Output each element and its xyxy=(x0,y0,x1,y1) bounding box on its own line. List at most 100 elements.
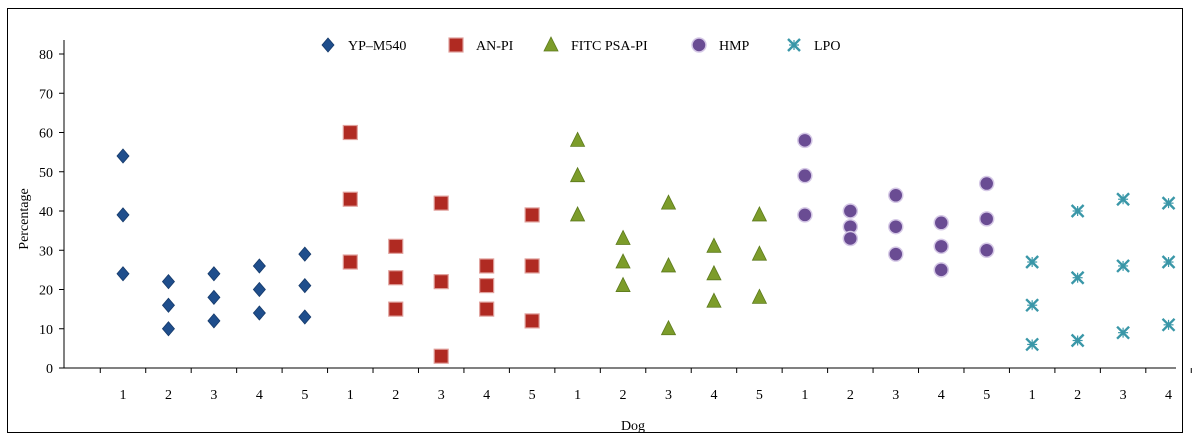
data-point-square xyxy=(343,192,357,206)
data-point-diamond xyxy=(253,306,265,320)
data-point-triangle xyxy=(752,246,766,260)
x-tick-label: 4 xyxy=(483,388,490,403)
data-point-triangle xyxy=(707,293,721,307)
data-points xyxy=(117,126,1192,364)
data-point-square xyxy=(525,314,539,328)
legend-label: HMP xyxy=(719,39,750,54)
legend-label: YP–M540 xyxy=(348,39,406,54)
data-point-square xyxy=(434,196,448,210)
y-tick-label: 50 xyxy=(39,166,53,181)
x-tick-label: 5 xyxy=(529,388,536,403)
data-point-circle xyxy=(843,204,857,218)
legend-marker-triangle xyxy=(544,37,558,51)
data-point-asterisk xyxy=(1072,205,1084,217)
y-tick-label: 40 xyxy=(39,205,53,220)
data-point-circle xyxy=(934,263,948,277)
x-tick-label: 3 xyxy=(665,388,672,403)
data-point-asterisk xyxy=(1026,299,1038,311)
data-point-diamond xyxy=(162,275,174,289)
data-point-diamond xyxy=(162,298,174,312)
y-axis: 0 10 20 30 40 50 60 70 80 xyxy=(39,40,64,377)
data-point-diamond xyxy=(208,314,220,328)
data-point-triangle xyxy=(571,168,585,182)
y-axis-title: Percentage xyxy=(17,188,32,249)
legend-marker-square xyxy=(449,38,463,52)
data-point-circle xyxy=(843,231,857,245)
data-point-circle xyxy=(798,133,812,147)
data-point-asterisk xyxy=(1026,256,1038,268)
data-point-triangle xyxy=(707,238,721,252)
legend-item: AN-PI xyxy=(449,38,514,54)
data-point-triangle xyxy=(616,230,630,244)
data-point-circle xyxy=(889,220,903,234)
x-tick-label: 5 xyxy=(301,388,308,403)
x-tick-label: 3 xyxy=(210,388,217,403)
data-point-triangle xyxy=(571,207,585,221)
legend-item: YP–M540 xyxy=(322,38,406,54)
legend-marker-asterisk xyxy=(788,39,800,51)
data-point-circle xyxy=(798,169,812,183)
data-point-square xyxy=(343,255,357,269)
data-point-asterisk xyxy=(1117,193,1129,205)
data-point-square xyxy=(389,302,403,316)
data-point-circle xyxy=(889,247,903,261)
x-tick-label: 2 xyxy=(392,388,399,403)
data-point-circle xyxy=(934,216,948,230)
data-point-triangle xyxy=(616,278,630,292)
data-point-square xyxy=(434,349,448,363)
data-point-circle xyxy=(798,208,812,222)
x-tick-label: 1 xyxy=(120,388,127,403)
data-point-square xyxy=(480,302,494,316)
legend-label: AN-PI xyxy=(476,39,514,54)
legend-item: FITC PSA-PI xyxy=(544,37,648,54)
data-point-diamond xyxy=(208,290,220,304)
x-tick-label: 5 xyxy=(756,388,763,403)
x-tick-label: 4 xyxy=(256,388,263,403)
legend-marker-circle xyxy=(692,38,706,52)
data-point-diamond xyxy=(299,247,311,261)
data-point-circle xyxy=(889,188,903,202)
legend-label: FITC PSA-PI xyxy=(571,39,648,54)
data-point-diamond xyxy=(299,279,311,293)
data-point-asterisk xyxy=(1163,319,1175,331)
data-point-asterisk xyxy=(1163,256,1175,268)
x-tick-label: 2 xyxy=(165,388,172,403)
x-tick-label: 4 xyxy=(938,388,945,403)
x-tick-label: 5 xyxy=(983,388,990,403)
x-tick-label: 2 xyxy=(620,388,627,403)
x-tick-label: 3 xyxy=(1120,388,1127,403)
legend-item: HMP xyxy=(692,38,750,54)
data-point-square xyxy=(525,259,539,273)
y-tick-label: 20 xyxy=(39,284,53,299)
data-point-square xyxy=(525,208,539,222)
data-point-diamond xyxy=(117,149,129,163)
data-point-diamond xyxy=(299,310,311,324)
data-point-square xyxy=(434,275,448,289)
data-point-asterisk xyxy=(1163,197,1175,209)
y-tick-label: 60 xyxy=(39,127,53,142)
data-point-square xyxy=(480,259,494,273)
data-point-diamond xyxy=(162,322,174,336)
x-tick-label: 1 xyxy=(347,388,354,403)
x-tick-label: 2 xyxy=(847,388,854,403)
data-point-circle xyxy=(980,243,994,257)
data-point-asterisk xyxy=(1026,338,1038,350)
legend-item: LPO xyxy=(788,39,840,54)
data-point-asterisk xyxy=(1072,272,1084,284)
legend-marker-diamond xyxy=(322,38,334,52)
data-point-square xyxy=(389,271,403,285)
data-point-asterisk xyxy=(1117,327,1129,339)
y-tick-label: 0 xyxy=(46,362,53,377)
data-point-triangle xyxy=(616,254,630,268)
x-tick-label: 1 xyxy=(1029,388,1036,403)
data-point-triangle xyxy=(707,266,721,280)
legend: YP–M540 AN-PI FITC PSA-PI HMP LPO xyxy=(322,37,840,54)
data-point-diamond xyxy=(117,208,129,222)
y-tick-label: 80 xyxy=(39,48,53,63)
data-point-circle xyxy=(980,212,994,226)
y-tick-label: 30 xyxy=(39,244,53,259)
data-point-triangle xyxy=(662,195,676,209)
x-axis-title: Dog xyxy=(621,419,645,434)
data-point-circle xyxy=(980,177,994,191)
